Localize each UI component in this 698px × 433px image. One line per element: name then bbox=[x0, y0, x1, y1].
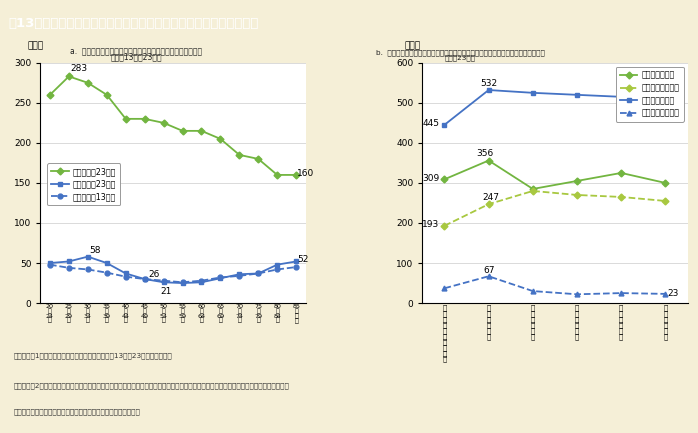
Line: 家事関連（男性）: 家事関連（男性） bbox=[442, 274, 668, 297]
Text: （平成23年）: （平成23年） bbox=[445, 55, 476, 61]
男性（平成13年） bbox=[273, 267, 281, 272]
Text: 52: 52 bbox=[297, 255, 309, 264]
Text: 247: 247 bbox=[482, 193, 499, 202]
男性（平成23年） bbox=[103, 261, 111, 266]
家事関連（男性） bbox=[661, 291, 669, 297]
男性（平成13年） bbox=[121, 274, 130, 279]
Line: 男性（平成13年）: 男性（平成13年） bbox=[47, 262, 299, 285]
Text: 532: 532 bbox=[480, 79, 497, 87]
Text: 2．仕事等の時間には，通勤・通学，仕事，学業が含まれる。また，家事関連時間には，家事（炊事，掃除，洗濯，稼い物，家庭: 2．仕事等の時間には，通勤・通学，仕事，学業が含まれる。また，家事関連時間には，… bbox=[14, 382, 290, 389]
男性（平成13年） bbox=[103, 270, 111, 275]
男性（平成23年） bbox=[179, 281, 187, 286]
家事関連（男性） bbox=[617, 291, 625, 296]
男性（平成23年） bbox=[254, 271, 262, 276]
女性（平成23年） bbox=[103, 92, 111, 97]
Text: 67: 67 bbox=[483, 266, 494, 275]
男性（平成13年） bbox=[159, 278, 168, 283]
仕事等（男性） bbox=[661, 98, 669, 103]
女性（平成23年） bbox=[292, 172, 300, 178]
男性（平成23年） bbox=[84, 254, 92, 259]
男性（平成13年） bbox=[65, 265, 73, 271]
家事関連（女性） bbox=[528, 188, 537, 194]
仕事等（男性） bbox=[528, 90, 537, 95]
男性（平成23年） bbox=[121, 271, 130, 276]
仕事等（男性） bbox=[617, 94, 625, 100]
Text: 23: 23 bbox=[668, 288, 679, 297]
男性（平成13年） bbox=[140, 277, 149, 282]
女性（平成23年） bbox=[235, 152, 244, 158]
仕事等（女性） bbox=[617, 170, 625, 175]
男性（平成23年） bbox=[65, 259, 73, 264]
女性（平成23年） bbox=[121, 116, 130, 122]
男性（平成13年） bbox=[235, 273, 244, 278]
女性（平成23年） bbox=[179, 128, 187, 133]
女性（平成23年） bbox=[159, 120, 168, 126]
男性（平成23年） bbox=[292, 259, 300, 264]
仕事等（女性） bbox=[440, 177, 449, 182]
Line: 女性（平成23年）: 女性（平成23年） bbox=[47, 74, 299, 178]
Text: 356: 356 bbox=[477, 149, 493, 158]
仕事等（男性） bbox=[484, 87, 493, 93]
家事関連（女性） bbox=[484, 202, 493, 207]
男性（平成13年） bbox=[254, 271, 262, 276]
男性（平成23年） bbox=[216, 276, 225, 281]
家事関連（男性） bbox=[573, 292, 581, 297]
家事関連（女性） bbox=[661, 198, 669, 204]
Text: （備考）　1．総務省「社会生活基本調査」（平成13年，23年）より作成。: （備考） 1．総務省「社会生活基本調査」（平成13年，23年）より作成。 bbox=[14, 352, 172, 359]
女性（平成23年） bbox=[198, 128, 206, 133]
Text: 58: 58 bbox=[89, 246, 101, 255]
仕事等（男性） bbox=[440, 122, 449, 127]
仕事等（男性） bbox=[573, 92, 581, 97]
Text: 309: 309 bbox=[422, 174, 439, 183]
仕事等（女性） bbox=[484, 158, 493, 163]
男性（平成23年） bbox=[46, 261, 54, 266]
Text: 445: 445 bbox=[422, 119, 439, 128]
Text: a.  有業・有配偶者の年齢階級別１日当たり平均家事関連時間: a. 有業・有配偶者の年齢階級別１日当たり平均家事関連時間 bbox=[70, 47, 202, 56]
家事関連（男性） bbox=[528, 288, 537, 294]
Text: （分）: （分） bbox=[405, 42, 421, 51]
女性（平成23年） bbox=[140, 116, 149, 122]
女性（平成23年） bbox=[65, 74, 73, 79]
家事関連（女性） bbox=[440, 223, 449, 228]
男性（平成23年） bbox=[273, 262, 281, 267]
仕事等（女性） bbox=[661, 180, 669, 185]
家事関連（女性） bbox=[617, 194, 625, 200]
男性（平成23年） bbox=[235, 271, 244, 277]
仕事等（女性） bbox=[573, 178, 581, 184]
Text: b.  共働き男女のライフステージ別１日当たり仕事等の平均時間と平均家事関連時間: b. 共働き男女のライフステージ別１日当たり仕事等の平均時間と平均家事関連時間 bbox=[376, 49, 545, 56]
家事関連（男性） bbox=[484, 274, 493, 279]
Line: 男性（平成23年）: 男性（平成23年） bbox=[47, 254, 299, 285]
Text: 雑事），介護・看護，育児，買い物が含まれる。: 雑事），介護・看護，育児，買い物が含まれる。 bbox=[14, 408, 141, 415]
Text: （分）: （分） bbox=[27, 42, 43, 51]
Text: 第13図　有業・有配偶者の１日当たり平均家事関連時間（男女別）: 第13図 有業・有配偶者の１日当たり平均家事関連時間（男女別） bbox=[8, 17, 259, 30]
男性（平成13年） bbox=[46, 262, 54, 267]
Text: 193: 193 bbox=[422, 220, 439, 229]
男性（平成13年） bbox=[198, 278, 206, 283]
男性（平成13年） bbox=[179, 280, 187, 285]
家事関連（女性） bbox=[573, 192, 581, 197]
男性（平成23年） bbox=[140, 277, 149, 282]
Text: 21: 21 bbox=[161, 287, 172, 296]
Legend: 仕事等（女性）, 家事関連（女性）, 仕事等（男性）, 家事関連（男性）: 仕事等（女性）, 家事関連（女性）, 仕事等（男性）, 家事関連（男性） bbox=[616, 67, 683, 122]
女性（平成23年） bbox=[216, 136, 225, 142]
男性（平成13年） bbox=[216, 275, 225, 280]
女性（平成23年） bbox=[46, 92, 54, 97]
女性（平成23年） bbox=[84, 80, 92, 85]
Legend: 女性（平成23年）, 男性（平成23年）, 男性（平成13年）: 女性（平成23年）, 男性（平成23年）, 男性（平成13年） bbox=[47, 163, 120, 205]
Line: 仕事等（男性）: 仕事等（男性） bbox=[442, 87, 668, 127]
男性（平成23年） bbox=[159, 280, 168, 285]
Line: 仕事等（女性）: 仕事等（女性） bbox=[442, 158, 668, 191]
Line: 家事関連（女性）: 家事関連（女性） bbox=[442, 188, 668, 228]
Text: （平成13年，23年）: （平成13年，23年） bbox=[110, 53, 162, 62]
仕事等（女性） bbox=[528, 186, 537, 191]
男性（平成13年） bbox=[84, 267, 92, 272]
女性（平成23年） bbox=[273, 172, 281, 178]
女性（平成23年） bbox=[254, 156, 262, 162]
男性（平成13年） bbox=[292, 265, 300, 270]
家事関連（男性） bbox=[440, 286, 449, 291]
Text: 283: 283 bbox=[70, 64, 88, 73]
男性（平成23年） bbox=[198, 280, 206, 285]
Text: 26: 26 bbox=[149, 270, 160, 279]
Text: 160: 160 bbox=[297, 169, 314, 178]
